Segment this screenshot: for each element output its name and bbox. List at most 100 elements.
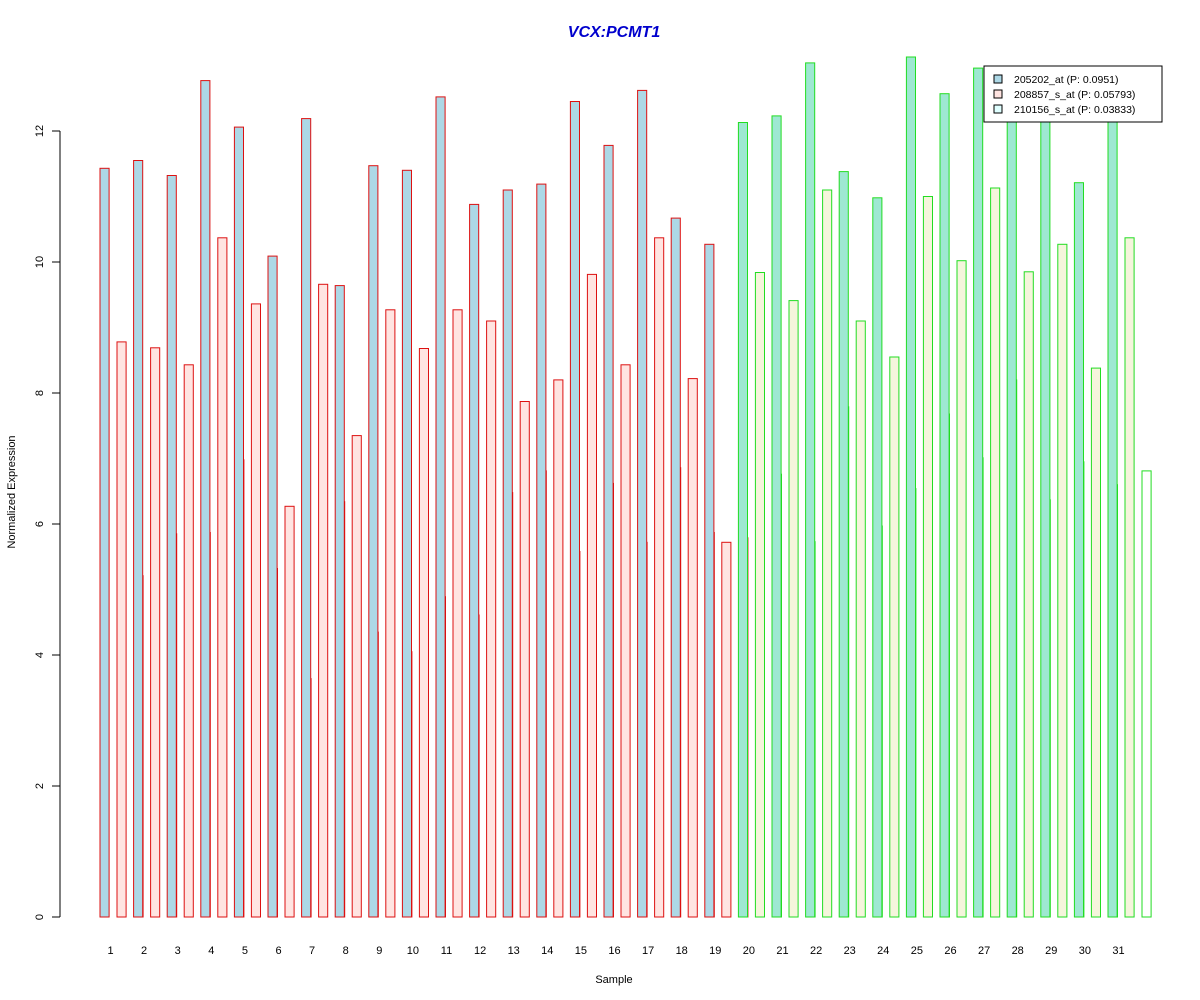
bar bbox=[939, 93, 950, 918]
bar bbox=[99, 167, 110, 918]
legend-label: 210156_s_at (P: 0.03833) bbox=[1014, 104, 1135, 116]
bar bbox=[519, 401, 530, 918]
bar bbox=[569, 101, 581, 918]
bar bbox=[855, 320, 866, 918]
bar bbox=[872, 197, 883, 918]
bar bbox=[771, 115, 782, 918]
bar bbox=[116, 341, 127, 918]
x-tick-label: 27 bbox=[978, 945, 990, 957]
bar bbox=[553, 379, 564, 918]
bar-area bbox=[99, 56, 1152, 918]
bar bbox=[822, 189, 833, 918]
bar bbox=[838, 171, 849, 918]
bar bbox=[1023, 271, 1034, 918]
x-tick-label: 6 bbox=[275, 945, 281, 957]
y-axis: 0 2 4 6 8 10 12 bbox=[34, 125, 61, 920]
bar bbox=[469, 203, 480, 918]
x-tick-label: 24 bbox=[877, 945, 889, 957]
bar bbox=[754, 272, 766, 918]
x-axis: 1 2 3 4 5 6 7 8 9 10 11 12 13 14 15 16 17 18 19 20 21 22 23 24 2… bbox=[107, 945, 1124, 957]
x-tick-label: 10 bbox=[407, 945, 419, 957]
x-tick-label: 15 bbox=[575, 945, 587, 957]
legend-swatch bbox=[993, 89, 1003, 99]
bar bbox=[452, 309, 463, 918]
x-tick-label: 29 bbox=[1045, 945, 1057, 957]
x-tick-label: 28 bbox=[1012, 945, 1024, 957]
bar bbox=[351, 435, 362, 918]
bar bbox=[905, 56, 917, 918]
bar bbox=[1040, 117, 1051, 918]
bar bbox=[956, 260, 967, 918]
bar bbox=[737, 122, 749, 918]
bar bbox=[284, 505, 295, 918]
bar bbox=[721, 541, 732, 918]
bar bbox=[990, 187, 1001, 918]
x-tick-label: 7 bbox=[309, 945, 315, 957]
x-tick-label: 26 bbox=[944, 945, 956, 957]
bar bbox=[318, 283, 329, 918]
legend-label: 208857_s_at (P: 0.05793) bbox=[1014, 89, 1135, 101]
bar bbox=[183, 364, 194, 918]
bar bbox=[670, 217, 681, 918]
x-tick-label: 13 bbox=[508, 945, 520, 957]
x-tick-label: 18 bbox=[676, 945, 688, 957]
x-tick-label: 25 bbox=[911, 945, 923, 957]
x-tick-label: 2 bbox=[141, 945, 147, 957]
bar bbox=[1090, 367, 1102, 918]
bar bbox=[1141, 470, 1152, 918]
legend-box bbox=[983, 65, 1163, 123]
bar bbox=[418, 348, 429, 918]
bar bbox=[250, 303, 261, 918]
x-tick-label: 30 bbox=[1079, 945, 1091, 957]
x-tick-label: 11 bbox=[441, 945, 452, 957]
x-tick-label: 9 bbox=[376, 945, 382, 957]
bar bbox=[1073, 182, 1085, 918]
y-tick-label: 8 bbox=[34, 390, 46, 396]
x-tick-label: 4 bbox=[208, 945, 214, 957]
bar bbox=[1107, 119, 1118, 918]
chart-title: VCX:PCMT1 bbox=[568, 24, 661, 41]
x-tick-label: 8 bbox=[343, 945, 349, 957]
x-tick-label: 31 bbox=[1112, 945, 1124, 957]
x-tick-label: 20 bbox=[743, 945, 755, 957]
x-tick-label: 14 bbox=[541, 945, 553, 957]
x-tick-label: 21 bbox=[776, 945, 788, 957]
bar bbox=[486, 320, 497, 918]
bar bbox=[401, 169, 412, 918]
bar bbox=[200, 80, 211, 918]
y-tick-label: 10 bbox=[34, 256, 46, 268]
x-tick-label: 12 bbox=[474, 945, 486, 957]
bar bbox=[922, 196, 934, 918]
bar bbox=[133, 160, 144, 918]
legend-swatch bbox=[993, 104, 1003, 114]
legend: 205202_at (P: 0.0951) 208857_s_at (P: 0.0… bbox=[983, 65, 1163, 123]
bar bbox=[1006, 116, 1017, 918]
bar bbox=[150, 347, 161, 918]
bar bbox=[1124, 237, 1135, 918]
y-tick-label: 12 bbox=[34, 125, 46, 137]
bar bbox=[217, 237, 228, 918]
bar bbox=[687, 378, 698, 918]
y-tick-label: 4 bbox=[34, 652, 46, 658]
bar bbox=[973, 67, 984, 918]
bar bbox=[334, 285, 345, 918]
bar bbox=[620, 364, 631, 918]
x-tick-label: 17 bbox=[642, 945, 654, 957]
legend-swatch bbox=[993, 74, 1003, 84]
x-tick-label: 22 bbox=[810, 945, 822, 957]
bar bbox=[536, 183, 547, 918]
bar bbox=[654, 237, 665, 918]
bar bbox=[385, 309, 396, 918]
x-axis-label: Sample bbox=[595, 974, 632, 986]
bar bbox=[502, 189, 513, 918]
x-tick-label: 16 bbox=[608, 945, 620, 957]
bar bbox=[586, 273, 598, 918]
bar bbox=[267, 255, 278, 918]
y-tick-label: 0 bbox=[34, 914, 46, 920]
bar bbox=[301, 118, 312, 918]
bar bbox=[1057, 243, 1068, 918]
bar bbox=[889, 356, 900, 918]
bar bbox=[637, 89, 648, 918]
x-tick-label: 5 bbox=[242, 945, 248, 957]
